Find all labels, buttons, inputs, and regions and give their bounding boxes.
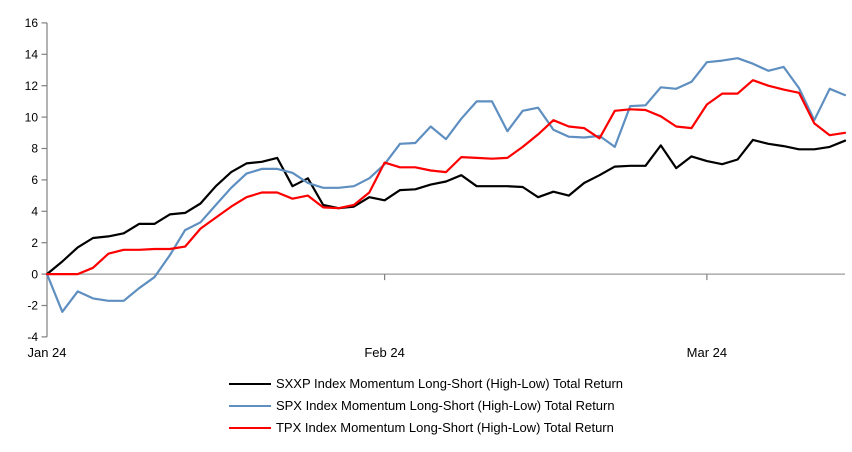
legend-item-sxxp: SXXP Index Momentum Long-Short (High-Low…	[228, 373, 624, 395]
legend-line-swatch-spx	[228, 405, 271, 407]
legend-item-spx: SPX Index Momentum Long-Short (High-Low)…	[228, 395, 623, 417]
series-line-1	[45, 57, 847, 313]
x-tick-label: Jan 24	[27, 345, 66, 360]
legend-item-tpx: TPX Index Momentum Long-Short (High-Low)…	[228, 417, 623, 439]
y-tick-label: 12	[25, 79, 39, 93]
legend-line-swatch-tpx	[228, 427, 271, 429]
y-tick-label: 16	[25, 16, 39, 30]
y-tick-label: 8	[31, 142, 38, 156]
y-tick-label: 10	[25, 110, 39, 124]
legend-label-spx: SPX Index Momentum Long-Short (High-Low)…	[275, 398, 615, 413]
y-tick-label: 2	[31, 236, 38, 250]
x-tick-label: Feb 24	[364, 345, 404, 360]
y-tick-label: 14	[25, 48, 39, 62]
chart-legend-inner: SXXP Index Momentum Long-Short (High-Low…	[228, 373, 624, 439]
y-tick-label: 0	[31, 267, 38, 281]
y-tick-label: 4	[31, 205, 38, 219]
legend-label-tpx: TPX Index Momentum Long-Short (High-Low)…	[275, 420, 614, 435]
y-tick-label: -4	[27, 330, 38, 344]
y-tick-label: 6	[31, 173, 38, 187]
legend-label-sxxp: SXXP Index Momentum Long-Short (High-Low…	[275, 376, 624, 391]
series-line-0	[45, 138, 847, 276]
series-line-2	[45, 79, 847, 276]
legend-line-swatch-sxxp	[228, 383, 271, 385]
y-tick-label: -2	[27, 299, 38, 313]
x-tick-label: Mar 24	[687, 345, 727, 360]
chart-legend: SXXP Index Momentum Long-Short (High-Low…	[0, 373, 852, 439]
